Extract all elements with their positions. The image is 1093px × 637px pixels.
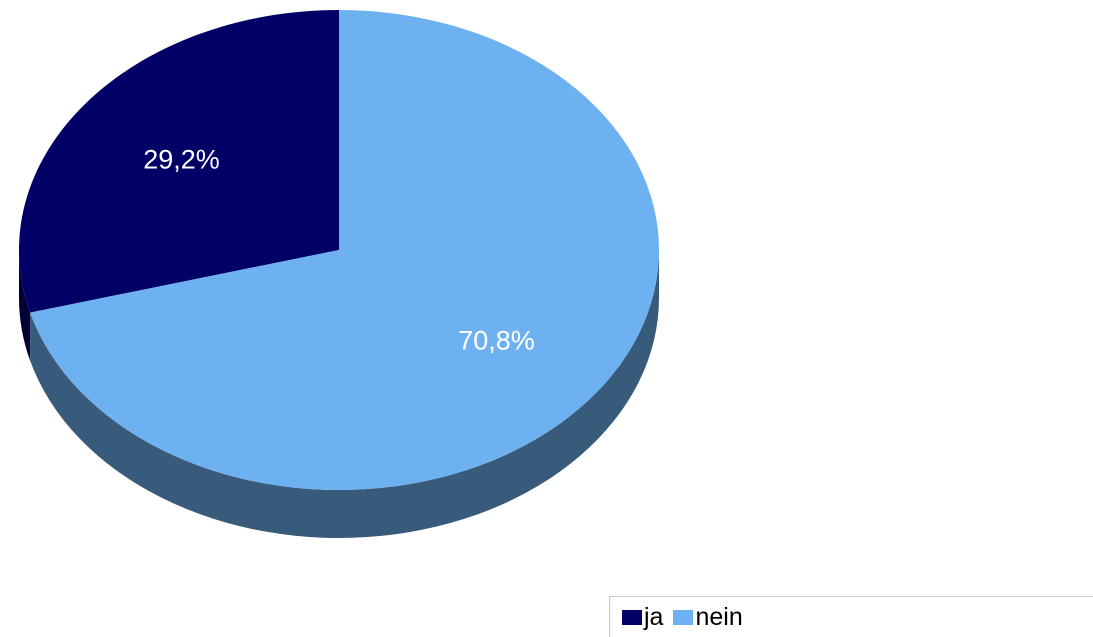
pie-side-walls (19, 250, 659, 539)
pie-side-nein (30, 250, 659, 539)
legend: ja nein (609, 596, 1093, 637)
pie-slice-ja (19, 10, 340, 313)
data-label-ja: 29,2% (143, 145, 220, 175)
data-label-nein: 70,8% (458, 325, 535, 355)
pie-data-labels: 29,2% 70,8% (143, 145, 535, 356)
pie-slice-nein (30, 10, 659, 490)
legend-label-ja: ja (644, 602, 664, 631)
pie-side-ja (19, 250, 31, 361)
legend-swatch-ja (622, 609, 642, 625)
legend-item-ja: ja (622, 602, 664, 631)
pie-top-faces (19, 10, 659, 490)
legend-item-nein: nein (673, 602, 743, 631)
legend-swatch-nein (673, 609, 694, 625)
legend-label-nein: nein (695, 602, 743, 631)
